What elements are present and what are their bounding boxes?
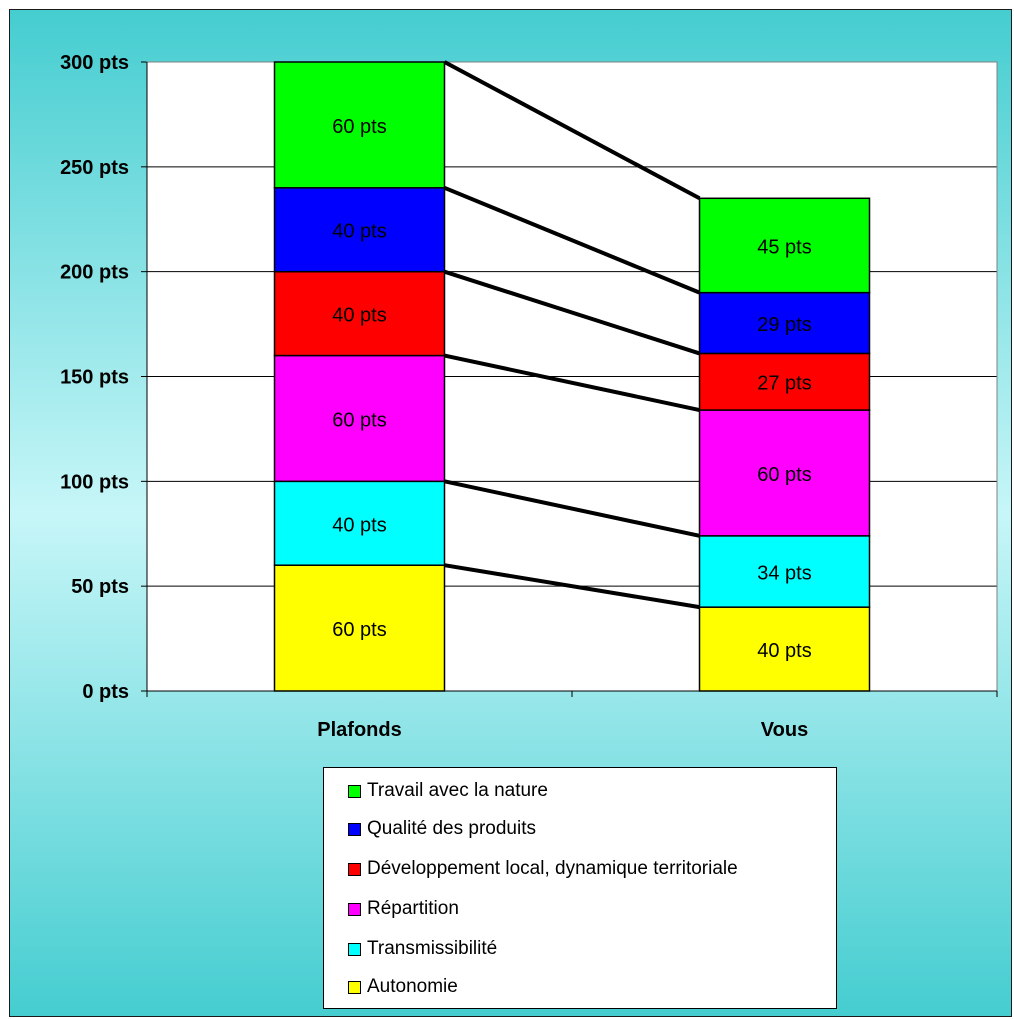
- bar-segment: [698, 409, 871, 537]
- legend-swatch: [348, 822, 361, 836]
- legend-swatch: [348, 862, 361, 876]
- bar-value-label: 60 pts: [332, 116, 386, 138]
- y-tick-label: 150 pts: [60, 367, 129, 389]
- series-connector-line: [443, 269, 701, 356]
- bar-value-label: 29 pts: [757, 314, 811, 336]
- bars: [273, 61, 871, 692]
- legend-label: Qualité des produits: [367, 818, 536, 839]
- x-tick-label: Plafonds: [317, 719, 401, 741]
- series-connector-line: [444, 563, 700, 610]
- legend-swatch: [348, 980, 361, 994]
- bar-segment: [273, 61, 446, 189]
- legend-label: Développement local, dynamique territori…: [367, 858, 738, 879]
- legend-item: Qualité des produits: [348, 816, 536, 842]
- legend-item: Développement local, dynamique territori…: [348, 856, 738, 882]
- series-connector-lines: [443, 60, 701, 610]
- bar-value-label: 60 pts: [757, 464, 811, 486]
- bar-value-label: 40 pts: [332, 305, 386, 327]
- bar-segment: [698, 291, 871, 355]
- bar-value-labels: 60 pts 40 pts 60 pts 40 pts 40 pts 60 pts 40 p…: [332, 116, 811, 662]
- bar-segment: [273, 480, 446, 566]
- bar-value-label: 40 pts: [332, 221, 386, 243]
- legend-label: Répartition: [367, 898, 459, 919]
- bar-segment: [273, 564, 446, 692]
- bar-segment: [698, 352, 871, 411]
- bar-value-label: 40 pts: [757, 640, 811, 662]
- bar-segment: [698, 197, 871, 294]
- bar-value-label: 34 pts: [757, 562, 811, 584]
- legend-item: Autonomie: [348, 974, 458, 1000]
- y-tick-label: 50 pts: [71, 576, 129, 598]
- x-tick-label: Vous: [761, 719, 808, 741]
- bar-value-label: 40 pts: [332, 514, 386, 536]
- y-tick-labels: 0 pts 50 pts 100 pts 150 pts 200 pts 250 pts 3…: [60, 52, 129, 703]
- legend-item: Travail avec la nature: [348, 778, 548, 804]
- legend-label: Autonomie: [367, 976, 458, 997]
- legend-swatch: [348, 784, 361, 798]
- bar-value-label: 60 pts: [332, 409, 386, 431]
- y-tick-label: 250 pts: [60, 157, 129, 179]
- bar-segment: [273, 354, 446, 483]
- legend-label: Transmissibilité: [367, 938, 498, 959]
- bar-value-label: 45 pts: [757, 236, 811, 258]
- y-tick-label: 200 pts: [60, 262, 129, 284]
- series-connector-line: [443, 60, 701, 201]
- bar-segment: [698, 535, 871, 608]
- series-connector-line: [444, 353, 700, 413]
- legend-label: Travail avec la nature: [367, 780, 548, 801]
- x-tick-labels: Plafonds Vous: [317, 719, 808, 741]
- y-tick-label: 300 pts: [60, 52, 129, 74]
- bar-segment: [273, 187, 446, 273]
- series-connector-line: [443, 185, 701, 295]
- legend-swatch: [348, 942, 361, 956]
- y-tick-label: 100 pts: [60, 471, 129, 493]
- series-connector-line: [444, 479, 700, 538]
- bar-segment: [698, 606, 871, 692]
- y-tick-label: 0 pts: [82, 681, 129, 703]
- bar-value-label: 27 pts: [757, 373, 811, 395]
- legend-item: Répartition: [348, 896, 459, 922]
- legend-item: Transmissibilité: [348, 936, 497, 962]
- legend: Travail avec la nature Qualité des produ…: [323, 767, 837, 1009]
- bar-value-label: 60 pts: [332, 619, 386, 641]
- legend-swatch: [348, 902, 361, 916]
- bar-segment: [273, 270, 446, 357]
